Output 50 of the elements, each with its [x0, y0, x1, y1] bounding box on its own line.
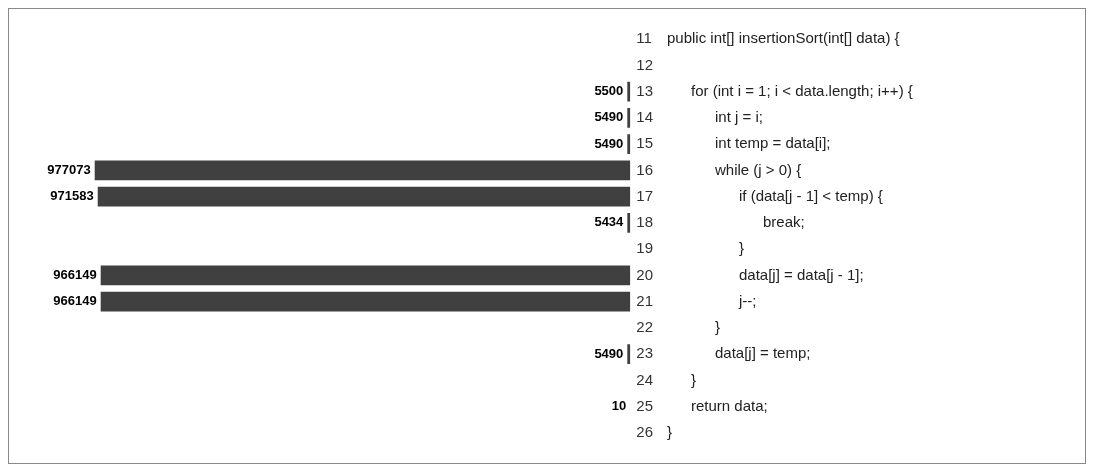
data-label: 5490	[594, 135, 624, 151]
y-tick-label: 19	[636, 239, 653, 257]
bar	[627, 344, 631, 364]
bar	[627, 134, 631, 154]
y-tick-label: 16	[636, 160, 653, 178]
text: }	[715, 318, 721, 336]
y-tick-label: 23	[636, 344, 653, 362]
y-tick-label: 24	[636, 370, 653, 388]
text: int temp = data[i];	[715, 134, 831, 152]
data-label: 971583	[50, 188, 94, 204]
data-label: 5434	[594, 214, 625, 230]
y-tick-label: 12	[636, 55, 653, 73]
bar	[94, 160, 631, 181]
data-label: 977073	[47, 161, 91, 177]
text: data[j] = temp;	[715, 344, 811, 362]
text: j--;	[738, 291, 757, 309]
text: }	[739, 239, 745, 257]
y-tick-label: 11	[636, 29, 652, 47]
data-label: 5500	[594, 83, 624, 99]
data-label: 966149	[53, 266, 97, 282]
y-tick-label: 22	[636, 318, 653, 336]
bar	[627, 108, 631, 128]
text: }	[691, 370, 697, 388]
data-label: 10	[611, 398, 627, 414]
y-tick-label: 25	[636, 396, 653, 414]
y-tick-label: 18	[636, 213, 653, 231]
bar	[627, 81, 631, 102]
text: if (data[j - 1] < temp) {	[739, 186, 883, 204]
y-tick-label: 20	[636, 265, 653, 283]
data-label: 5490	[594, 109, 624, 125]
y-tick-label: 17	[636, 186, 653, 204]
y-tick-label: 13	[636, 81, 653, 99]
text: while (j > 0) {	[714, 160, 802, 178]
text: data[j] = data[j - 1];	[739, 265, 864, 283]
data-label: 5490	[594, 345, 624, 361]
text: }	[667, 423, 673, 441]
text: int j = i;	[715, 108, 763, 126]
y-tick-label: 26	[636, 423, 653, 441]
text: for (int i = 1; i < data.length; i++) {	[691, 81, 913, 99]
text: return data;	[691, 396, 768, 414]
y-tick-label: 15	[636, 134, 653, 152]
text: public int[] insertionSort(int[] data) {	[667, 29, 900, 47]
bar	[97, 186, 631, 207]
y-tick-label: 14	[636, 108, 653, 126]
bar	[100, 291, 631, 312]
bar	[627, 213, 631, 233]
bar	[100, 265, 631, 286]
y-tick-label: 21	[636, 291, 653, 309]
data-label: 966149	[53, 293, 97, 309]
text: break;	[763, 213, 805, 231]
